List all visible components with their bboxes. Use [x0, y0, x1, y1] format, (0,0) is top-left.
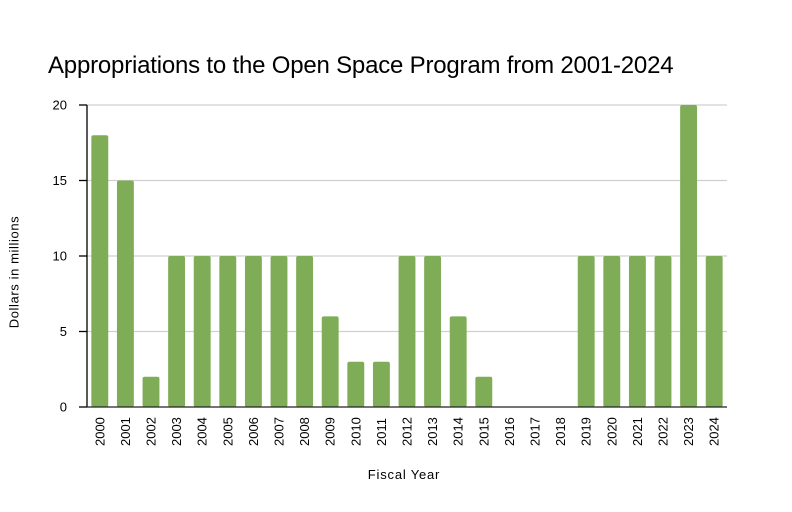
x-tick-label: 2022: [656, 417, 671, 446]
bar-2001: [116, 180, 134, 407]
y-tick-label: 5: [60, 324, 67, 339]
x-tick-label: 2008: [297, 417, 312, 446]
bar-2010: [347, 361, 365, 407]
bar-2022: [654, 256, 672, 407]
bar-2007: [270, 256, 288, 407]
x-tick-label: 2023: [681, 417, 696, 446]
bar-2000: [91, 135, 109, 407]
y-tick-label: 15: [53, 173, 67, 188]
chart-title: Appropriations to the Open Space Program…: [48, 52, 674, 79]
x-tick-label: 2019: [579, 417, 594, 446]
y-tick-label: 20: [53, 98, 67, 113]
bar-2006: [244, 256, 262, 407]
bar-2003: [168, 256, 186, 407]
x-tick-label: 2017: [528, 417, 543, 446]
x-tick-label: 2000: [92, 417, 107, 446]
y-tick-label: 10: [53, 249, 67, 264]
bar-2009: [321, 316, 339, 407]
x-tick-label: 2020: [604, 417, 619, 446]
bar-2004: [193, 256, 211, 407]
x-tick-label: 2021: [630, 417, 645, 446]
bar-2023: [680, 105, 698, 407]
x-axis-label: Fiscal Year: [367, 467, 441, 482]
bar-2013: [424, 256, 442, 407]
bar-2012: [398, 256, 416, 407]
x-tick-label: 2002: [144, 417, 159, 446]
x-tick-label: 2003: [169, 417, 184, 446]
x-tick-label: 2013: [425, 417, 440, 446]
y-ticks: 0 5 10 15 20: [53, 98, 87, 415]
x-tick-label: 2004: [195, 417, 210, 446]
x-tick-label: 2001: [118, 417, 133, 446]
bar-2024: [705, 256, 723, 407]
x-tick-label: 2018: [553, 417, 568, 446]
x-tick-label: 2006: [246, 417, 261, 446]
x-tick-label: 2016: [502, 417, 517, 446]
bar-2021: [628, 256, 646, 407]
bar-2020: [603, 256, 621, 407]
x-tick-label: 2024: [707, 417, 722, 446]
bars: [91, 105, 723, 407]
x-tick-label: 2007: [272, 417, 287, 446]
bar-2005: [219, 256, 237, 407]
x-tick-label: 2009: [323, 417, 338, 446]
bar-2002: [142, 376, 160, 407]
bar-2014: [449, 316, 467, 407]
bar-2019: [577, 256, 595, 407]
y-tick-label: 0: [60, 400, 67, 415]
x-tick-label: 2011: [374, 418, 389, 446]
bar-2015: [475, 376, 493, 407]
x-tick-label: 2005: [220, 417, 235, 446]
x-tick-label: 2010: [348, 417, 363, 446]
x-tick-label: 2014: [451, 417, 466, 446]
bar-2008: [296, 256, 314, 407]
x-tick-label: 2012: [400, 417, 415, 446]
bar-2011: [372, 361, 390, 407]
x-ticks: 2000 2001 2002 2003 2004 2005 2006 2007 2008 2009…: [92, 417, 721, 446]
x-tick-label: 2015: [476, 417, 491, 446]
